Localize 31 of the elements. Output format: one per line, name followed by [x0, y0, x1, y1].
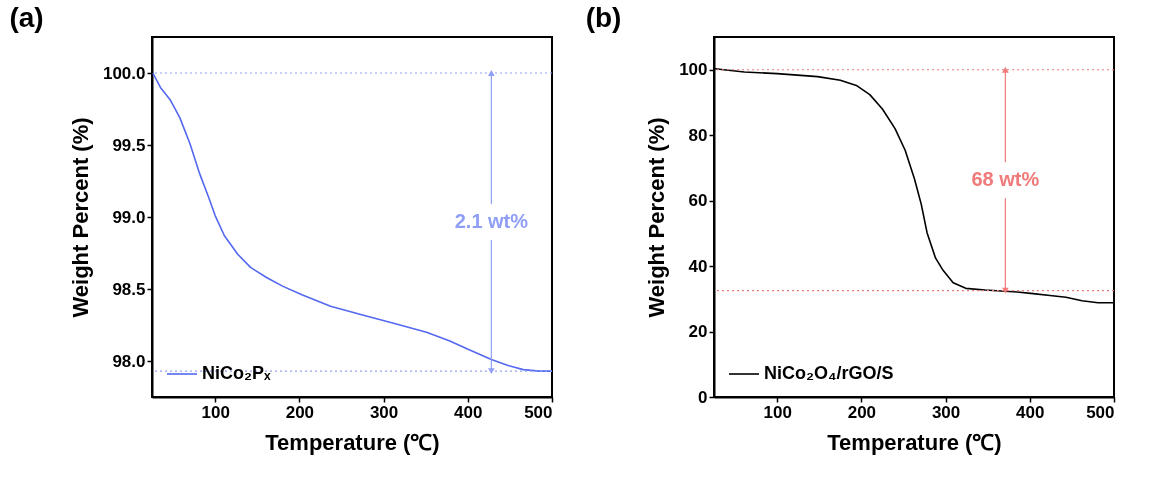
x-tick-label: 200 — [285, 402, 315, 422]
x-tick-label: 400 — [1016, 402, 1045, 422]
x-tick-label: 500 — [524, 402, 553, 422]
legend-label: NiCo₂Pₓ — [202, 363, 271, 383]
y-tick-label: 40 — [688, 256, 708, 276]
y-tick-label: 99.5 — [112, 135, 146, 155]
y-axis-title: Weight Percent (%) — [644, 117, 670, 318]
y-tick-label: 100.0 — [102, 63, 146, 83]
x-tick-label: 200 — [847, 402, 877, 422]
y-tick-label: 80 — [688, 125, 708, 145]
annotation: 68 wt% — [971, 168, 1040, 191]
y-tick-label: 0 — [698, 387, 708, 407]
y-tick-label: 60 — [688, 191, 708, 211]
x-tick-label: 400 — [454, 402, 483, 422]
x-axis-title: Temperature (℃) — [265, 429, 440, 455]
y-tick-label: 98.0 — [112, 351, 146, 371]
x-axis-title: Temperature (℃) — [827, 429, 1002, 455]
y-tick-label: 98.5 — [112, 279, 146, 299]
chart-title: (a) — [9, 2, 44, 33]
annotation: 2.1 wt% — [454, 210, 529, 233]
x-tick-label: 300 — [931, 402, 961, 422]
x-tick-label: 500 — [1086, 402, 1115, 422]
x-tick-label: 300 — [369, 402, 399, 422]
x-tick-label: 100 — [201, 402, 230, 422]
y-axis-title: Weight Percent (%) — [67, 117, 93, 318]
chart-title: (b) — [585, 2, 622, 33]
x-tick-label: 100 — [763, 402, 792, 422]
y-tick-label: 20 — [688, 322, 708, 342]
y-tick-label: 99.0 — [112, 207, 146, 227]
legend-label: NiCo₂O₄/rGO/S — [764, 363, 894, 383]
y-tick-label: 100 — [679, 60, 708, 80]
